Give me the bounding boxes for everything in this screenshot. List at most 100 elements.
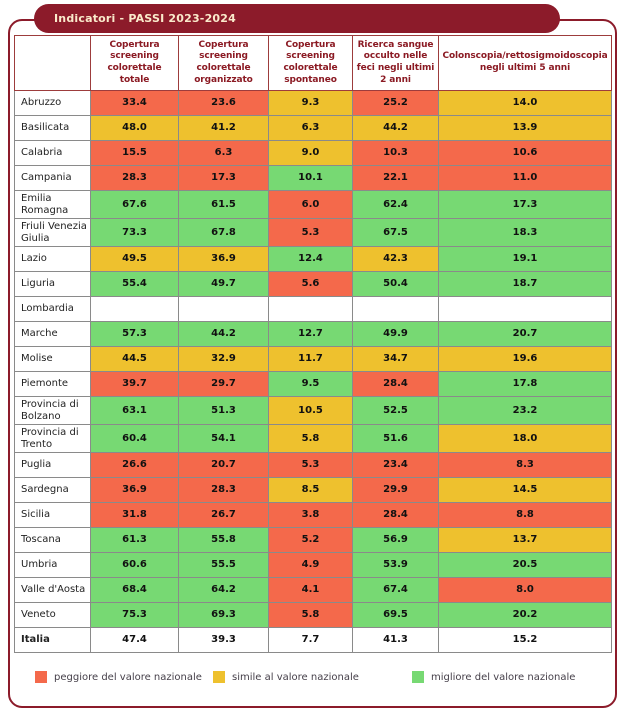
legend-label: peggiore del valore nazionale [54, 671, 202, 683]
value-cell: 55.5 [178, 552, 269, 578]
value-cell: 75.3 [90, 602, 179, 628]
value-cell: 20.7 [178, 452, 269, 478]
header-screening-organizzato: Copertura screening colorettale organizz… [178, 35, 269, 91]
value-cell: 14.5 [438, 477, 612, 503]
value-cell: 9.0 [268, 140, 353, 166]
value-cell: 50.4 [352, 271, 439, 297]
region-cell: Friuli Venezia Giulia [14, 218, 91, 247]
value-cell: 67.6 [90, 190, 179, 219]
value-cell: 6.3 [268, 115, 353, 141]
region-cell: Umbria [14, 552, 91, 578]
value-cell: 25.2 [352, 90, 439, 116]
value-cell: 20.7 [438, 321, 612, 347]
value-cell: 6.0 [268, 190, 353, 219]
header-screening-spontaneo: Copertura screening colorettale spontane… [268, 35, 353, 91]
header-sangue-occulto: Ricerca sangue occulto nelle feci negli … [352, 35, 439, 91]
value-cell: 23.2 [438, 396, 612, 425]
table-body: Abruzzo 33.4 23.6 9.3 25.2 14.0 Basilicata 48.0… [14, 90, 612, 653]
region-cell: Liguria [14, 271, 91, 297]
value-cell: 5.6 [268, 271, 353, 297]
value-cell: 9.5 [268, 371, 353, 397]
table-header: Copertura screening colorettale totale C… [14, 35, 612, 91]
value-cell: 28.4 [352, 371, 439, 397]
value-cell: 69.3 [178, 602, 269, 628]
table-row: Emilia Romagna 67.6 61.5 6.0 62.4 17.3 [14, 190, 612, 219]
table-row: Lazio 49.5 36.9 12.4 42.3 19.1 [14, 246, 612, 272]
value-cell: 55.8 [178, 527, 269, 553]
value-cell: 67.5 [352, 218, 439, 247]
value-cell: 20.5 [438, 552, 612, 578]
value-cell [352, 296, 439, 322]
legend-item-worse: peggiore del valore nazionale [35, 671, 202, 683]
value-cell: 5.8 [268, 424, 353, 453]
value-cell: 67.8 [178, 218, 269, 247]
table-row: Toscana 61.3 55.8 5.2 56.9 13.7 [14, 527, 612, 553]
page-title: Indicatori - PASSI 2023-2024 [54, 12, 236, 25]
value-cell: 26.6 [90, 452, 179, 478]
legend-swatch-icon [412, 671, 424, 683]
value-cell: 4.1 [268, 577, 353, 603]
value-cell: 29.9 [352, 477, 439, 503]
value-cell: 12.4 [268, 246, 353, 272]
table-row: Provincia di Trento 60.4 54.1 5.8 51.6 18.0 [14, 424, 612, 453]
value-cell: 49.7 [178, 271, 269, 297]
value-cell: 13.7 [438, 527, 612, 553]
value-cell: 53.9 [352, 552, 439, 578]
value-cell: 14.0 [438, 90, 612, 116]
value-cell: 55.4 [90, 271, 179, 297]
indicators-table: Copertura screening colorettale totale C… [14, 35, 612, 653]
value-cell: 20.2 [438, 602, 612, 628]
region-cell: Provincia di Bolzano [14, 396, 91, 425]
value-cell: 36.9 [90, 477, 179, 503]
title-bar: Indicatori - PASSI 2023-2024 [34, 4, 560, 33]
value-cell: 42.3 [352, 246, 439, 272]
legend-item-better: migliore del valore nazionale [412, 671, 575, 683]
value-cell: 60.6 [90, 552, 179, 578]
region-cell: Puglia [14, 452, 91, 478]
value-cell: 51.6 [352, 424, 439, 453]
value-cell: 10.1 [268, 165, 353, 191]
value-cell: 39.7 [90, 371, 179, 397]
legend-label: simile al valore nazionale [232, 671, 359, 683]
value-cell: 57.3 [90, 321, 179, 347]
value-cell [268, 296, 353, 322]
value-cell: 11.7 [268, 346, 353, 372]
value-cell: 8.5 [268, 477, 353, 503]
table-row: Sicilia 31.8 26.7 3.8 28.4 8.8 [14, 502, 612, 528]
value-cell: 44.2 [352, 115, 439, 141]
value-cell: 34.7 [352, 346, 439, 372]
region-cell: Calabria [14, 140, 91, 166]
header-screening-totale: Copertura screening colorettale totale [90, 35, 179, 91]
value-cell: 28.3 [90, 165, 179, 191]
table-total-row: Italia 47.4 39.3 7.7 41.3 15.2 [14, 627, 612, 653]
table-row: Liguria 55.4 49.7 5.6 50.4 18.7 [14, 271, 612, 297]
value-cell: 73.3 [90, 218, 179, 247]
table-row: Abruzzo 33.4 23.6 9.3 25.2 14.0 [14, 90, 612, 116]
table-row: Umbria 60.6 55.5 4.9 53.9 20.5 [14, 552, 612, 578]
value-cell [178, 296, 269, 322]
region-cell: Provincia di Trento [14, 424, 91, 453]
value-cell: 41.3 [352, 627, 439, 653]
value-cell: 17.8 [438, 371, 612, 397]
value-cell: 11.0 [438, 165, 612, 191]
value-cell: 10.6 [438, 140, 612, 166]
value-cell: 15.5 [90, 140, 179, 166]
value-cell: 60.4 [90, 424, 179, 453]
value-cell: 17.3 [178, 165, 269, 191]
value-cell: 69.5 [352, 602, 439, 628]
table-row: Sardegna 36.9 28.3 8.5 29.9 14.5 [14, 477, 612, 503]
value-cell: 12.7 [268, 321, 353, 347]
value-cell: 49.9 [352, 321, 439, 347]
value-cell: 15.2 [438, 627, 612, 653]
table-row: Campania 28.3 17.3 10.1 22.1 11.0 [14, 165, 612, 191]
value-cell: 49.5 [90, 246, 179, 272]
table-row: Lombardia [14, 296, 612, 322]
value-cell: 48.0 [90, 115, 179, 141]
header-row: Copertura screening colorettale totale C… [14, 35, 612, 91]
value-cell: 52.5 [352, 396, 439, 425]
legend-item-similar: simile al valore nazionale [213, 671, 359, 683]
table-row: Basilicata 48.0 41.2 6.3 44.2 13.9 [14, 115, 612, 141]
value-cell [90, 296, 179, 322]
region-cell: Sicilia [14, 502, 91, 528]
value-cell: 26.7 [178, 502, 269, 528]
